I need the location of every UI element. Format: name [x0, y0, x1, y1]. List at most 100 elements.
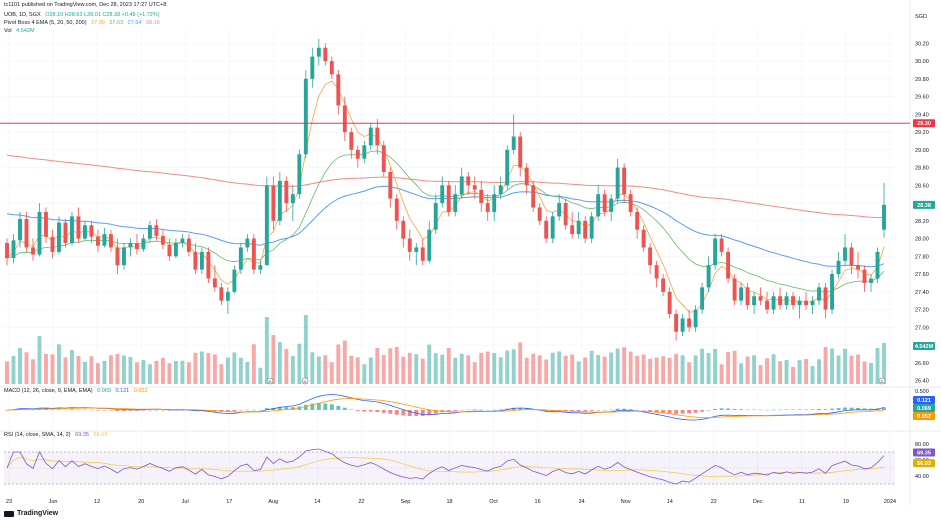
- volume-bar: [882, 342, 886, 384]
- macd-histogram-bar: [258, 409, 263, 411]
- candle-body: [141, 238, 146, 250]
- volume-bar: [472, 362, 477, 384]
- time-tick-label: 23: [6, 499, 12, 505]
- time-tick-label: Jun: [49, 499, 58, 505]
- volume-bar: [810, 366, 815, 384]
- volume-bar: [70, 350, 74, 384]
- candle-body: [869, 278, 873, 283]
- volume-bar: [700, 348, 705, 384]
- macd-histogram-bar: [108, 410, 113, 411]
- tradingview-brand: TradingView: [17, 510, 59, 517]
- volume-bar: [102, 360, 107, 384]
- candle-body: [245, 238, 250, 248]
- rsi-badge-bg: [913, 448, 935, 457]
- time-tick-label: 22: [358, 499, 364, 505]
- volume-bar: [323, 355, 328, 384]
- candle-body: [797, 300, 802, 306]
- volume-bar: [862, 361, 867, 384]
- candle-body: [147, 225, 152, 239]
- candle-body: [50, 236, 55, 252]
- rsi-band: [4, 452, 895, 484]
- candle-body: [186, 238, 191, 252]
- candle-body: [407, 238, 412, 252]
- volume-bar: [791, 367, 796, 384]
- price-tick-label: 29.60: [915, 95, 929, 101]
- macd-histogram-bar: [362, 410, 367, 412]
- candle-body: [11, 240, 16, 259]
- price-tick-label: 27.40: [915, 290, 929, 296]
- ema50-line: [6, 185, 885, 268]
- volume-bar: [797, 360, 802, 384]
- legend-rsi[interactable]: RSI (14, close, SMA, 14, 2) 69.35 56.03: [4, 432, 110, 439]
- price-tick-label: 26.60: [915, 361, 929, 367]
- macd-histogram-bar: [160, 410, 165, 411]
- macd-histogram-bar: [713, 408, 718, 410]
- macd-histogram-bar: [76, 409, 81, 411]
- macd-histogram-bar: [667, 410, 672, 414]
- candle-body: [316, 47, 321, 57]
- volume-bar: [394, 347, 399, 384]
- volume-bar: [63, 357, 68, 384]
- volume-badge-bg: [913, 342, 935, 350]
- volume-bar: [433, 353, 438, 384]
- candle-body: [667, 291, 672, 314]
- time-tick-label: 14: [314, 499, 320, 505]
- volume-bar: [843, 348, 847, 384]
- volume-bar: [778, 361, 783, 384]
- candle-body: [63, 222, 68, 243]
- time-tick-label: Dec: [753, 499, 763, 505]
- volume-bar: [173, 360, 178, 384]
- macd-histogram-bar: [316, 403, 321, 410]
- time-tick-label: 24: [579, 499, 585, 505]
- macd-histogram-bar: [141, 410, 146, 411]
- legend-symbol[interactable]: UOB, 1D, SGX O28.10 H28.63 L28.01 C28.38…: [4, 12, 163, 19]
- legend-volume[interactable]: Vol 4.542M: [4, 28, 38, 35]
- candle-body: [485, 203, 490, 212]
- time-tick-label: 22: [711, 499, 717, 505]
- candle-body: [732, 278, 737, 301]
- candle-body: [420, 247, 425, 261]
- legend-ema200-value: 28.16: [145, 20, 160, 26]
- volume-bar: [381, 355, 386, 384]
- volume-bar: [466, 355, 471, 384]
- legend-macd[interactable]: MACD (12, 26, close, 9, EMA, EMA) 0.069 …: [4, 388, 151, 395]
- tradingview-logo[interactable]: TradingView: [4, 510, 58, 517]
- macd-histogram-bar: [453, 410, 458, 411]
- volume-bar: [108, 355, 113, 384]
- event-marker-icon: [878, 377, 886, 385]
- last-price-badge: 28.38: [917, 203, 931, 209]
- macd-histogram-bar: [264, 408, 269, 410]
- candle-body: [284, 180, 289, 204]
- candle-body: [258, 265, 263, 270]
- volume-bar: [57, 344, 61, 384]
- volume-bar: [225, 357, 230, 384]
- candle-body: [719, 238, 724, 252]
- macd-histogram-bar: [394, 410, 399, 415]
- time-tick-label: 12: [94, 499, 100, 505]
- volume-bars: [5, 315, 886, 384]
- time-tick-label: Oct: [489, 499, 498, 505]
- candle-body: [180, 238, 185, 243]
- macd-histogram-bar: [810, 409, 815, 410]
- time-tick-label: Jul: [182, 499, 189, 505]
- legend-pivot[interactable]: Pivot Boss 4 EMA (5, 20, 50, 200) 27.90 …: [4, 20, 163, 27]
- macd-histogram-bar: [44, 409, 48, 410]
- candle-body: [225, 291, 230, 301]
- legend-rsi-label: RSI (14, close, SMA, 14, 2): [4, 432, 71, 438]
- volume-bar: [557, 351, 562, 384]
- time-tick-label: 14: [667, 499, 673, 505]
- volume-bar: [206, 353, 211, 384]
- candle-body: [615, 167, 620, 199]
- candle-body: [778, 296, 783, 306]
- macd-histogram-bar: [602, 409, 607, 411]
- macd-histogram-bar: [687, 410, 692, 414]
- volume-bar: [459, 353, 464, 384]
- volume-bar: [563, 355, 568, 384]
- macd-histogram-bar: [498, 409, 503, 410]
- time-tick-label: 20: [138, 499, 144, 505]
- candle-body: [823, 287, 828, 310]
- candle-body: [375, 127, 380, 146]
- candle-body: [44, 211, 48, 237]
- volume-bar: [596, 355, 601, 384]
